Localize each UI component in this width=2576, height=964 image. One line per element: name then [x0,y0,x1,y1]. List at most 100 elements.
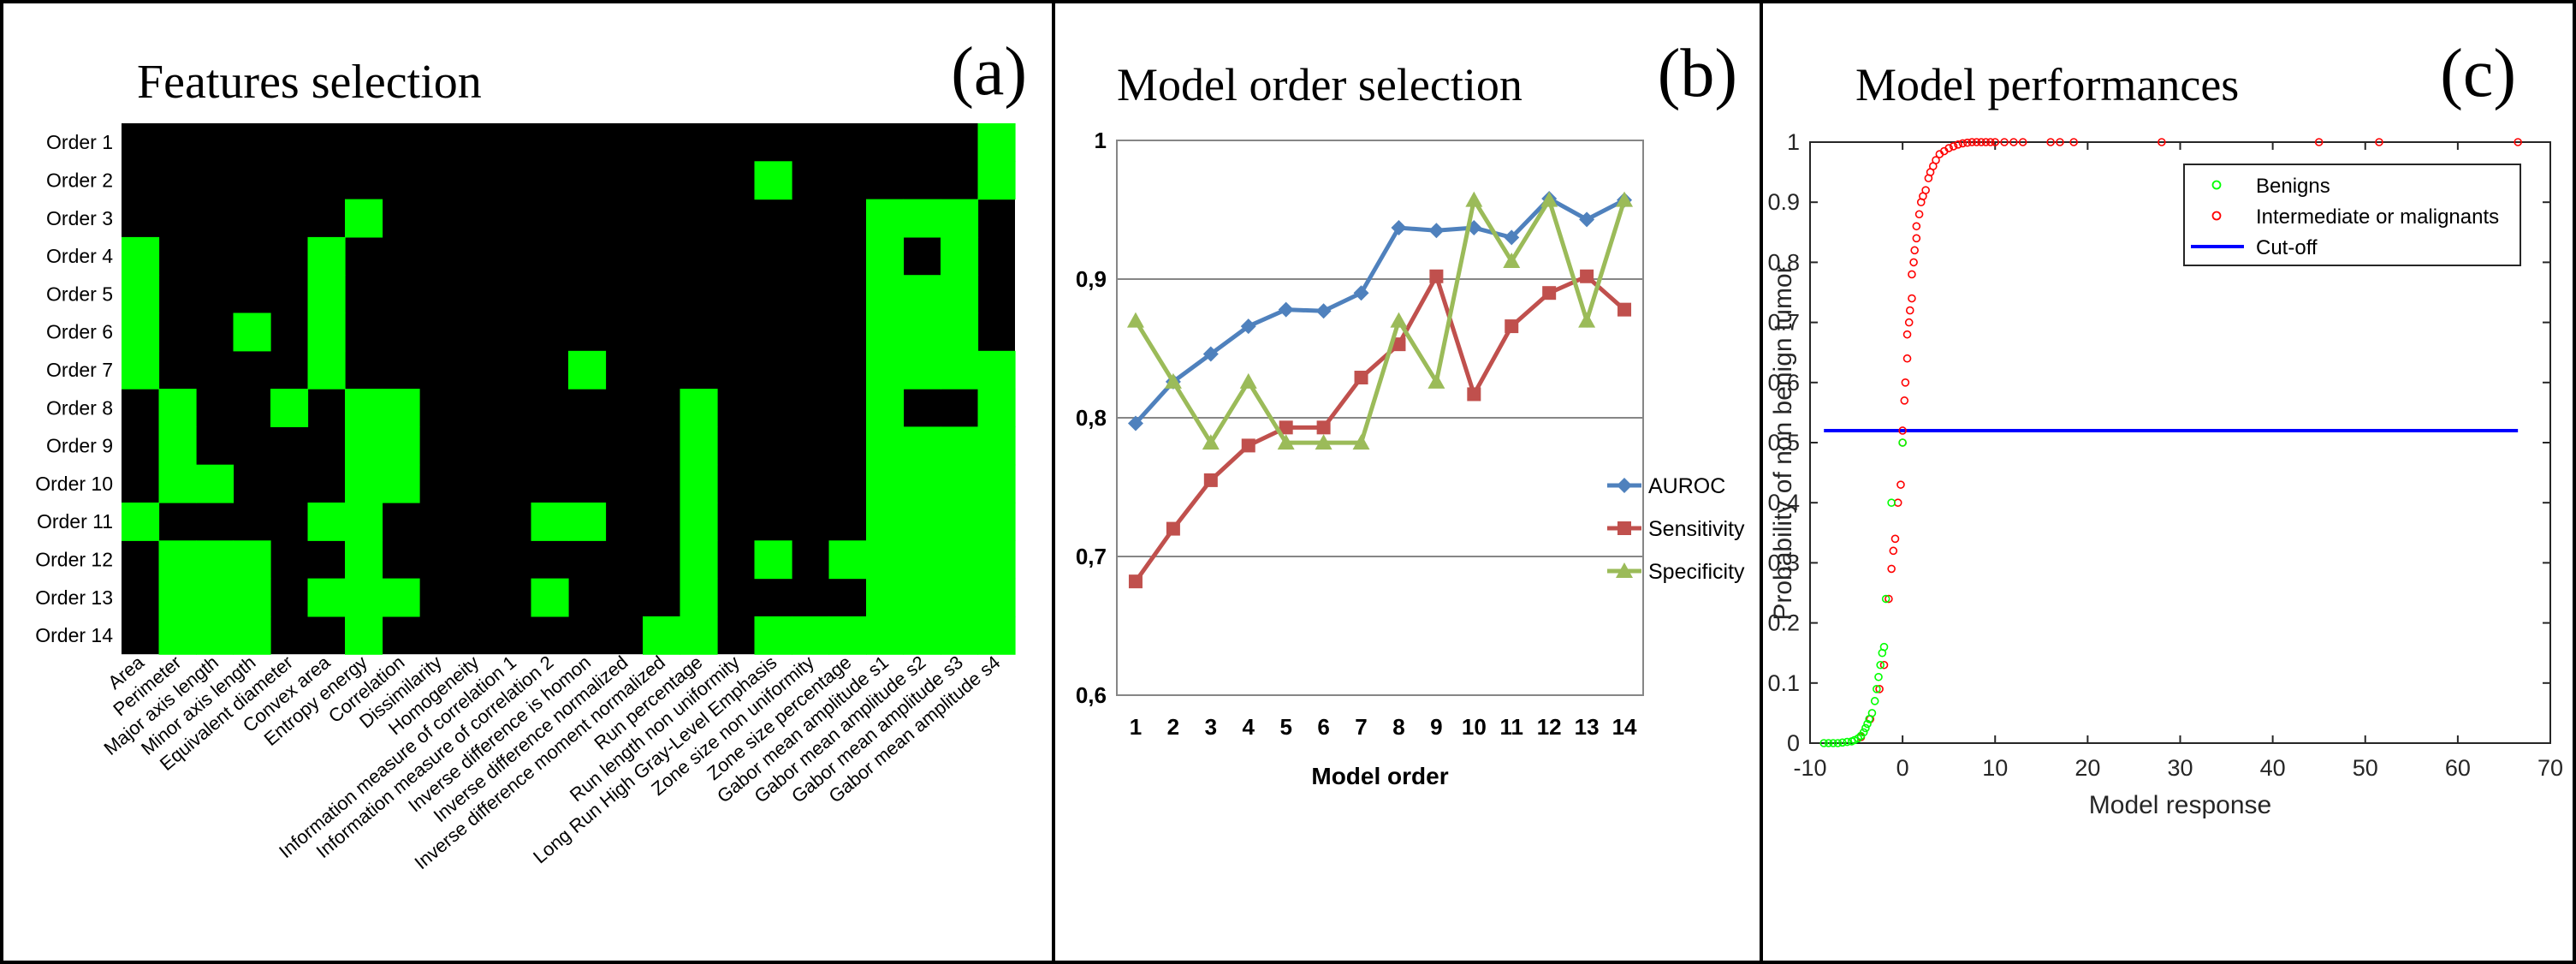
heatmap-cell [568,350,607,390]
data-point [1127,415,1143,431]
data-point [1429,269,1444,283]
heatmap-cell [196,464,234,503]
heatmap-cell [233,312,271,352]
heatmap-cell [680,578,718,617]
x-tick-label: 0 [1896,755,1909,781]
data-point [1203,473,1218,487]
data-point [2375,138,2383,146]
x-axis-label: Model order [1311,763,1448,789]
heatmap-cell [196,540,234,580]
heatmap-cell [345,389,383,427]
row-label: Order 2 [46,169,113,191]
y-tick-label: 1 [1095,128,1107,153]
heatmap-cell [158,389,197,427]
x-tick-label: 7 [1355,714,1367,740]
data-point [2314,138,2324,146]
data-point [1958,139,1968,148]
data-point [2000,138,2009,146]
data-point [1617,478,1632,493]
data-point [1921,186,1930,194]
y-tick-label: 0.6 [1767,370,1800,396]
heatmap-cell [680,616,718,655]
data-point [1986,138,1995,146]
heatmap-cell [643,616,681,655]
heatmap-cell [382,578,420,617]
x-tick-label: 10 [1462,714,1487,740]
data-point [1540,191,1558,207]
heatmap-cell [866,540,905,580]
data-point [1889,546,1898,556]
heatmap-cell [345,540,383,580]
heatmap-cell [866,275,905,314]
legend-marker [2211,211,2222,221]
data-point [1861,723,1870,733]
x-tick-label: 1 [1130,714,1142,740]
heatmap-cell [828,540,867,580]
data-point [1843,737,1852,747]
legend-label: Benigns [2256,175,2330,198]
legend-label: Cut-off [2256,236,2318,259]
heatmap-cell [307,236,346,276]
data-point [1905,306,1914,315]
data-point [1202,434,1220,450]
x-tick-label: 30 [2167,755,2193,781]
heatmap-cell [903,275,941,314]
heatmap-cell [307,503,346,541]
row-label: Order 1 [46,131,113,153]
heatmap-cell [941,236,979,276]
legend-box [2183,164,2521,266]
heatmap-cell [531,578,569,617]
panel-c-title: Model performances [1855,59,2239,110]
feature-heatmap: Order 1 Order 2 Order 3 Order 4 Order 5 Order… [35,123,1016,873]
heatmap-cell [754,616,792,655]
heatmap-cell [903,616,941,655]
data-point [1240,318,1256,335]
heatmap-cell [903,350,941,390]
y-tick-label: 0.1 [1767,670,1800,696]
data-point [1968,138,1977,146]
legend-marker [2211,180,2222,190]
data-point [1859,728,1868,737]
data-point [1239,372,1257,389]
data-point [1932,156,1940,164]
data-point [1202,346,1219,362]
heatmap-cell [345,464,383,503]
heatmap-cell [941,616,979,655]
y-axis-label: Probability of non benign tumor [1769,265,1797,620]
heatmap-cell [158,578,197,617]
heatmap-cell [754,161,792,200]
panel-c-letter: (c) [2440,36,2516,111]
heatmap-cell [345,503,383,541]
data-point [1873,685,1881,693]
heatmap-cell [941,199,979,238]
y-tick-label: 0.8 [1767,249,1800,275]
data-point [1316,420,1331,435]
x-tick-label: 60 [2445,755,2471,781]
heatmap-cell [680,389,718,427]
data-point [1578,312,1596,328]
heatmap-cell [941,350,979,390]
data-point [1579,211,1595,228]
legend-label: AUROC [1648,474,1725,498]
panel-b-title: Model order selection [1117,59,1522,110]
x-tick-label: 2 [1167,714,1179,740]
heatmap-cell [941,540,979,580]
data-point [1126,312,1144,328]
data-point [1617,521,1631,535]
data-point [2514,138,2522,146]
y-tick-label: 0,9 [1076,266,1107,292]
data-point [1887,498,1896,508]
heatmap-cell [941,426,979,466]
y-tick-label: 0.3 [1767,550,1800,575]
x-tick-label: 12 [1537,714,1562,740]
y-tick-label: 0.7 [1767,310,1800,336]
y-tick-label: 1 [1787,129,1800,155]
series-specificity [1126,191,1634,450]
data-point [1910,246,1919,255]
heatmap-cell [233,540,271,580]
x-tick-label: 4 [1243,714,1255,740]
x-tick-label: 14 [1612,714,1637,740]
data-point [1863,719,1872,729]
heatmap-cell [158,616,197,655]
data-point [1504,229,1520,246]
